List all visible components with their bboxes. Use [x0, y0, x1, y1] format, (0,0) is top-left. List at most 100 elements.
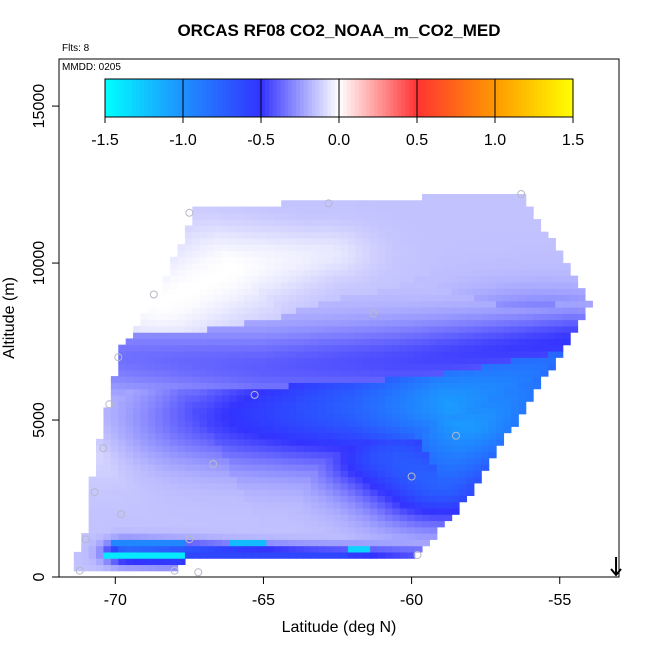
heatmap-cell [459, 369, 468, 377]
heatmap-cell [414, 332, 423, 340]
heatmap-cell [355, 200, 364, 208]
heatmap-cell [273, 212, 282, 220]
heatmap-cell [459, 237, 468, 245]
heatmap-cell [288, 514, 297, 522]
heatmap-cell [184, 501, 193, 509]
heatmap-cell [533, 382, 542, 390]
heatmap-cell [147, 432, 156, 440]
heatmap-cell [333, 338, 342, 346]
heatmap-cell [362, 332, 371, 340]
heatmap-cell [399, 212, 408, 220]
heatmap-cell [303, 394, 312, 402]
heatmap-cell [184, 369, 193, 377]
heatmap-cell [377, 206, 386, 214]
heatmap-cell [407, 319, 416, 327]
heatmap-cell [399, 388, 408, 396]
heatmap-cell [214, 332, 223, 340]
heatmap-cell [421, 463, 430, 471]
heatmap-cell [251, 231, 260, 239]
heatmap-cell [147, 350, 156, 358]
heatmap-cell [207, 281, 216, 289]
heatmap-cell [407, 420, 416, 427]
heatmap-cell [510, 281, 519, 289]
heatmap-cell [88, 545, 97, 553]
sample-point [407, 472, 416, 481]
heatmap-cell [414, 520, 423, 528]
heatmap-cell [288, 539, 297, 547]
heatmap-cell [214, 539, 223, 547]
heatmap-cell [96, 495, 105, 503]
heatmap-cell [496, 193, 505, 201]
heatmap-cell [362, 533, 371, 540]
heatmap-cell [488, 432, 497, 440]
heatmap-cell [384, 269, 393, 277]
heatmap-cell [192, 244, 201, 252]
heatmap-cell [325, 269, 334, 277]
heatmap-cell [347, 382, 356, 390]
sample-point [185, 208, 194, 217]
heatmap-cell [547, 344, 556, 352]
heatmap-cell [429, 413, 438, 421]
heatmap-cell [496, 200, 505, 208]
heatmap-cell [214, 382, 223, 390]
heatmap-cell [340, 407, 349, 415]
heatmap-cell [444, 269, 453, 277]
heatmap-cell [488, 426, 497, 434]
heatmap-cell [140, 382, 149, 390]
heatmap-cell [192, 212, 201, 220]
plot-frame [58, 58, 620, 578]
heatmap-cell [362, 401, 371, 409]
heatmap-cell [207, 244, 216, 252]
heatmap-cell [192, 231, 201, 239]
heatmap-cell [347, 482, 356, 490]
heatmap-cell [147, 438, 156, 446]
heatmap-cell [333, 388, 342, 396]
heatmap-cell [110, 501, 119, 509]
heatmap-cell [392, 539, 401, 547]
heatmap-cell [273, 263, 282, 270]
heatmap-cell [473, 438, 482, 446]
colorbar-segment [452, 79, 457, 117]
heatmap-cell [133, 551, 142, 559]
heatmap-cell [199, 420, 208, 427]
heatmap-cell [392, 363, 401, 371]
heatmap-cell [184, 407, 193, 415]
heatmap-cell [362, 539, 371, 547]
heatmap-cell [340, 426, 349, 434]
heatmap-cell [547, 244, 556, 252]
heatmap-cell [392, 520, 401, 528]
colorbar-segment [389, 79, 395, 117]
heatmap-cell [288, 445, 297, 453]
heatmap-cell [251, 350, 260, 358]
heatmap-cell [392, 382, 401, 390]
heatmap-cell [318, 300, 327, 308]
heatmap-cell [184, 256, 193, 264]
heatmap-cell [347, 300, 356, 308]
heatmap-cell [377, 482, 386, 490]
heatmap-cell [466, 432, 475, 440]
heatmap-cell [207, 313, 216, 321]
heatmap-cell [259, 338, 268, 346]
heatmap-cell [496, 313, 505, 321]
heatmap-cell [207, 269, 216, 277]
heatmap-cell [125, 451, 134, 459]
heatmap-cell [288, 313, 297, 321]
colorbar-segment [245, 79, 250, 117]
heatmap-cell [503, 275, 512, 283]
heatmap-cell [459, 200, 468, 208]
heatmap-cell [325, 325, 334, 333]
heatmap-cell [229, 313, 238, 321]
heatmap-cell [370, 225, 379, 233]
heatmap-cell [147, 520, 156, 528]
heatmap-cell [288, 457, 297, 465]
heatmap-cell [362, 244, 371, 252]
heatmap-cell [184, 382, 193, 390]
heatmap-cell [244, 275, 253, 283]
heatmap-cell [421, 482, 430, 490]
heatmap-cell [162, 432, 171, 440]
heatmap-cell [266, 545, 275, 553]
heatmap-cell [96, 533, 105, 540]
heatmap-cell [392, 476, 401, 484]
heatmap-cell [318, 338, 327, 346]
